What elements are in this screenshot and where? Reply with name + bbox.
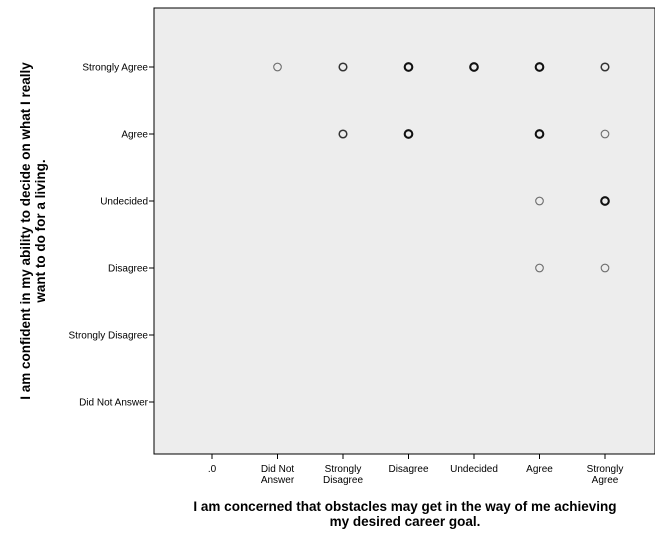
data-point bbox=[534, 62, 545, 72]
data-point bbox=[535, 196, 544, 206]
plot-area bbox=[153, 7, 655, 455]
data-point bbox=[534, 129, 545, 139]
y-tick-label: Strongly Agree bbox=[82, 63, 148, 74]
data-point bbox=[600, 62, 610, 72]
x-tick-label: .0 bbox=[208, 464, 217, 475]
data-points bbox=[273, 62, 610, 273]
x-axis: .0 Did Not Answer Strongly Disagree Disagree U… bbox=[208, 454, 624, 486]
x-tick-label: Agree bbox=[526, 464, 553, 475]
data-point bbox=[469, 62, 479, 72]
y-tick-label: Disagree bbox=[108, 264, 148, 275]
data-point bbox=[273, 62, 282, 72]
data-point bbox=[600, 129, 610, 139]
data-point bbox=[338, 129, 348, 139]
y-axis-title: I am confident in my ability to decide o… bbox=[18, 62, 48, 400]
data-point bbox=[535, 263, 544, 273]
data-point bbox=[403, 62, 414, 72]
x-tick-label: Strongly Agree bbox=[587, 464, 624, 486]
data-point bbox=[600, 196, 610, 206]
x-tick-label: Undecided bbox=[450, 464, 498, 475]
x-tick-label: Did Not Answer bbox=[261, 464, 295, 486]
data-point bbox=[338, 62, 348, 72]
y-tick-label: Did Not Answer bbox=[79, 398, 149, 409]
y-axis: Strongly Agree Agree Undecided Disagree Stro… bbox=[69, 63, 154, 409]
data-point bbox=[403, 129, 414, 139]
y-tick-label: Undecided bbox=[100, 197, 148, 208]
x-axis-title: I am concerned that obstacles may get in… bbox=[193, 499, 616, 529]
y-tick-label: Strongly Disagree bbox=[69, 331, 149, 342]
x-tick-label: Strongly Disagree bbox=[323, 464, 363, 486]
y-tick-label: Agree bbox=[121, 130, 148, 141]
data-point bbox=[600, 263, 610, 273]
x-tick-label: Disagree bbox=[388, 464, 428, 475]
